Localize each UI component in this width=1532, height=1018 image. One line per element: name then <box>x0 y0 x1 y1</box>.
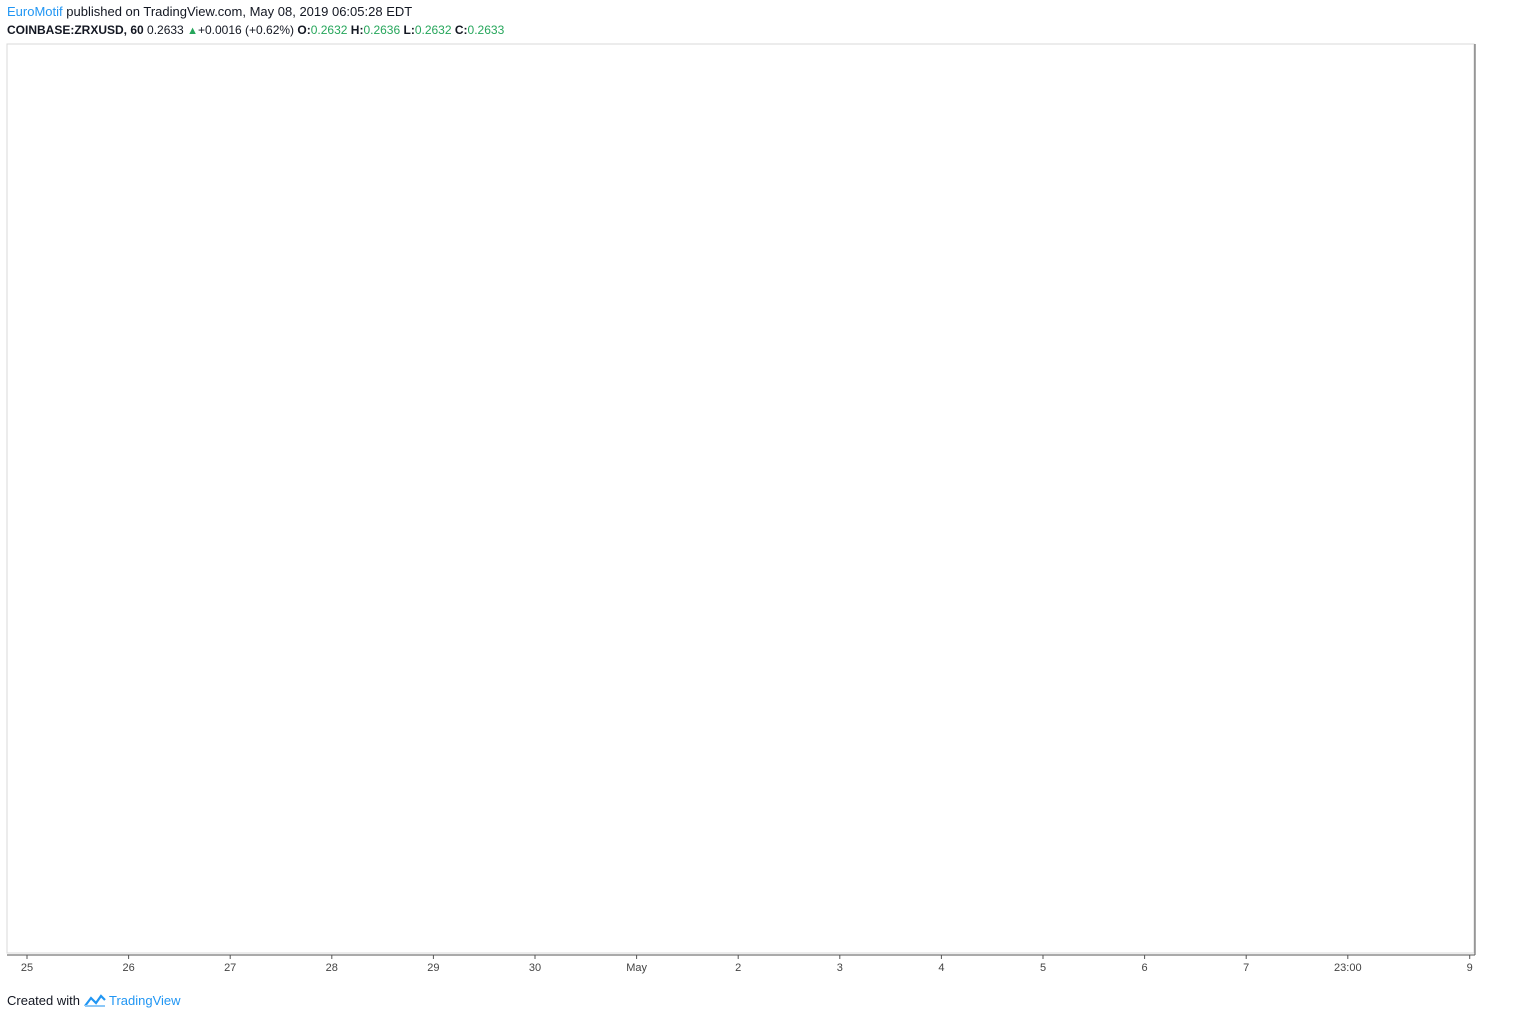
x-tick-label: 27 <box>224 962 236 974</box>
x-tick-label: 30 <box>529 962 541 974</box>
x-tick-label: 26 <box>122 962 134 974</box>
open-value: 0.2632 <box>310 23 348 37</box>
high-value: 0.2636 <box>363 23 401 37</box>
publish-info: EuroMotif published on TradingView.com, … <box>7 3 412 21</box>
symbol-label: COINBASE:ZRXUSD, 60 <box>7 23 144 37</box>
x-tick-label: 25 <box>21 962 33 974</box>
low-value: 0.2632 <box>414 23 452 37</box>
up-triangle-icon: ▲ <box>187 25 198 37</box>
tradingview-link[interactable]: TradingView <box>108 993 181 1008</box>
symbol-info: COINBASE:ZRXUSD, 60 0.2633 ▲+0.0016 (+0.… <box>7 21 504 40</box>
axes-layer: 25 26 27 28 29 30 May 2 3 4 5 6 7 23:00 9 <box>6 43 1476 974</box>
tradingview-logo-icon <box>84 994 106 1007</box>
low-label: L: <box>403 23 415 37</box>
x-tick-label: 7 <box>1243 962 1249 974</box>
x-tick-label: 3 <box>837 962 843 974</box>
plot-frame <box>6 43 1475 954</box>
x-tick-label: 9 <box>1467 962 1473 974</box>
price-change: +0.0016 (+0.62%) <box>197 23 295 37</box>
high-label: H: <box>350 23 364 37</box>
close-value: 0.2633 <box>467 23 505 37</box>
author-link[interactable]: EuroMotif <box>7 4 63 19</box>
footer: Created with TradingView <box>7 992 181 1010</box>
open-label: O: <box>297 23 311 37</box>
x-tick-label: 28 <box>326 962 338 974</box>
published-text: published on TradingView.com, May 08, 20… <box>66 4 413 19</box>
last-price: 0.2633 <box>147 23 184 37</box>
x-tick-label: 23:00 <box>1334 962 1362 974</box>
x-tick-label: 2 <box>735 962 741 974</box>
created-with-text: Created with <box>7 993 80 1008</box>
x-tick-label: 6 <box>1142 962 1148 974</box>
x-tick-label: May <box>626 962 647 974</box>
x-tick-label: 4 <box>938 962 944 974</box>
close-label: C: <box>454 23 468 37</box>
x-tick-label: 29 <box>427 962 439 974</box>
x-tick-label: 5 <box>1040 962 1046 974</box>
